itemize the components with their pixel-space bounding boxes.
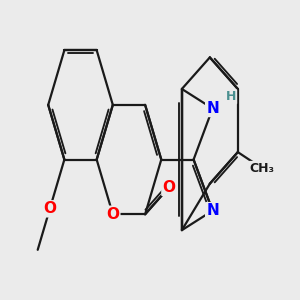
Text: CH₃: CH₃ — [250, 162, 275, 175]
Text: H: H — [226, 90, 236, 103]
Text: O: O — [43, 201, 56, 216]
Text: O: O — [106, 207, 119, 222]
Text: N: N — [206, 101, 219, 116]
Text: O: O — [162, 180, 176, 195]
Text: N: N — [206, 203, 219, 218]
